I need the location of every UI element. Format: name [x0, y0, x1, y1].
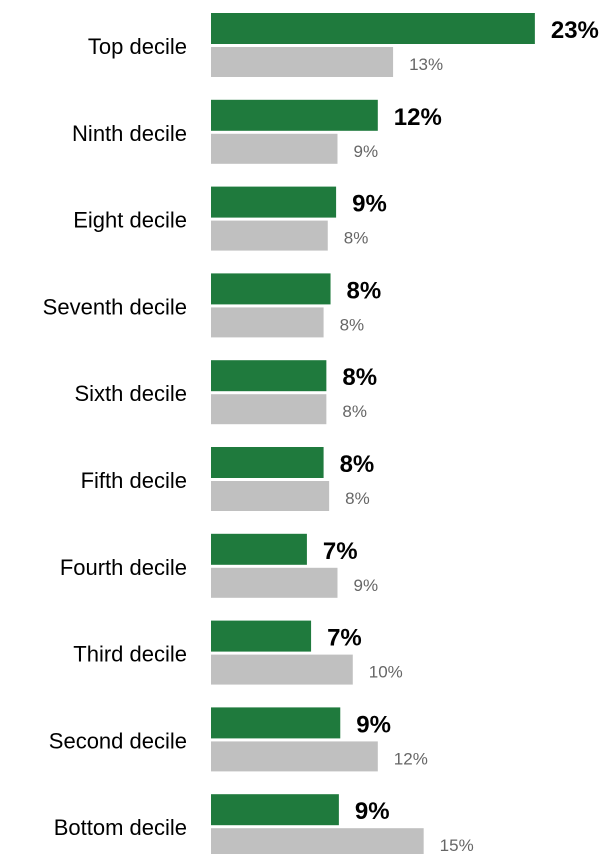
data-label-series-1: 9% — [355, 798, 390, 825]
category-label: Fifth decile — [81, 468, 187, 493]
bar-series-2 — [211, 47, 394, 77]
category-label: Ninth decile — [72, 121, 187, 146]
data-label-series-2: 15% — [440, 836, 474, 854]
data-label-series-2: 8% — [340, 315, 365, 334]
data-label-series-2: 9% — [353, 142, 378, 161]
bar-series-1 — [211, 99, 378, 131]
bar-series-2 — [211, 828, 424, 854]
bar-series-1 — [211, 447, 324, 478]
category-label: Fourth decile — [60, 555, 187, 580]
category-label: Third decile — [73, 642, 187, 667]
category-label: Second decile — [49, 728, 187, 753]
bar-series-1 — [211, 707, 341, 739]
bar-series-2 — [211, 567, 338, 598]
bar-series-2 — [211, 307, 324, 338]
category-label: Sixth decile — [74, 381, 187, 406]
bar-series-2 — [211, 481, 330, 511]
data-label-series-1: 8% — [342, 364, 377, 391]
bar-series-1 — [211, 360, 327, 392]
data-label-series-1: 8% — [340, 451, 375, 478]
bar-series-1 — [211, 533, 307, 565]
bar-series-2 — [211, 220, 328, 251]
bar-series-2 — [211, 741, 378, 772]
category-labels: Top decile Ninth decile Eight decile Sevent… — [43, 34, 187, 840]
bar-series-1 — [211, 273, 331, 305]
bar-series-2 — [211, 133, 338, 164]
data-label-series-1: 8% — [347, 277, 382, 304]
bar-series-2 — [211, 394, 327, 425]
data-label-series-1: 7% — [327, 625, 362, 652]
data-label-series-2: 12% — [394, 749, 428, 768]
category-label: Top decile — [88, 34, 187, 59]
data-label-series-1: 7% — [323, 538, 358, 565]
category-label: Eight decile — [73, 208, 187, 233]
data-label-series-1: 9% — [356, 711, 391, 738]
data-label-series-2: 13% — [409, 55, 443, 74]
category-label: Seventh decile — [43, 294, 187, 319]
data-label-series-1: 23% — [551, 17, 599, 44]
bar-series-1 — [211, 186, 337, 218]
bar-series-2 — [211, 654, 353, 685]
data-label-series-2: 8% — [345, 489, 370, 508]
data-label-series-2: 8% — [344, 229, 369, 248]
bar-series-1 — [211, 620, 312, 652]
data-label-series-1: 12% — [394, 104, 442, 131]
data-label-series-2: 10% — [369, 663, 403, 682]
category-label: Bottom decile — [54, 815, 187, 840]
bar-series-1 — [211, 13, 535, 44]
data-label-series-2: 8% — [342, 402, 367, 421]
bars — [211, 13, 535, 854]
data-label-series-1: 9% — [352, 191, 387, 218]
value-labels: 23%13%12%9%9%8%8%8%8%8%8%8%7%9%7%10%9%12… — [323, 17, 599, 854]
bar-series-1 — [211, 794, 339, 826]
data-label-series-2: 9% — [353, 576, 378, 595]
